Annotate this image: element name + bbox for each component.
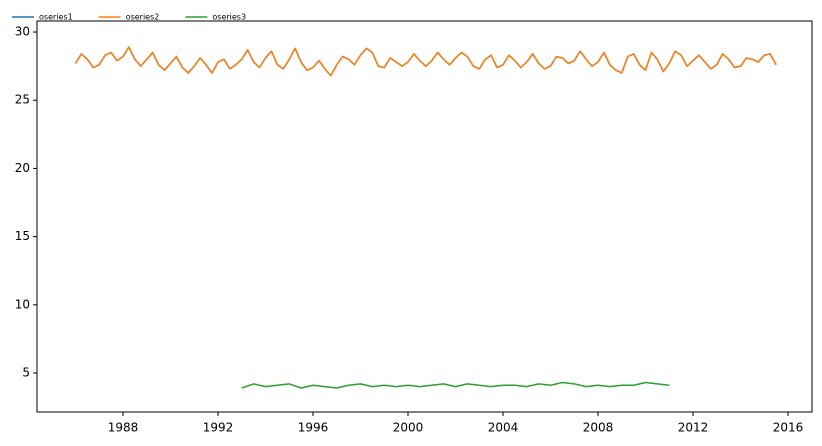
x-tick-label: 1992	[203, 421, 234, 435]
series-line	[74, 46, 777, 77]
y-tick-label: 20	[15, 161, 30, 175]
x-tick-label: 2012	[678, 421, 709, 435]
x-tick-label: 2000	[393, 421, 424, 435]
y-tick-label: 10	[15, 297, 30, 311]
x-tick-label: 2004	[488, 421, 519, 435]
plot-frame	[36, 20, 813, 413]
y-tick-label: 15	[15, 229, 30, 243]
y-tick-label: 25	[15, 93, 30, 107]
series-line	[241, 381, 670, 389]
x-tick-label: 2008	[583, 421, 614, 435]
x-tick-label: 1988	[108, 421, 139, 435]
y-tick-label: 30	[15, 25, 30, 39]
y-tick-label: 5	[22, 365, 30, 379]
legend-label: oseries2	[126, 13, 160, 22]
x-tick-label: 1996	[298, 421, 329, 435]
legend-label: oseries3	[212, 13, 246, 22]
x-tick-label: 2016	[773, 421, 804, 435]
legend-label: oseries1	[39, 13, 73, 22]
